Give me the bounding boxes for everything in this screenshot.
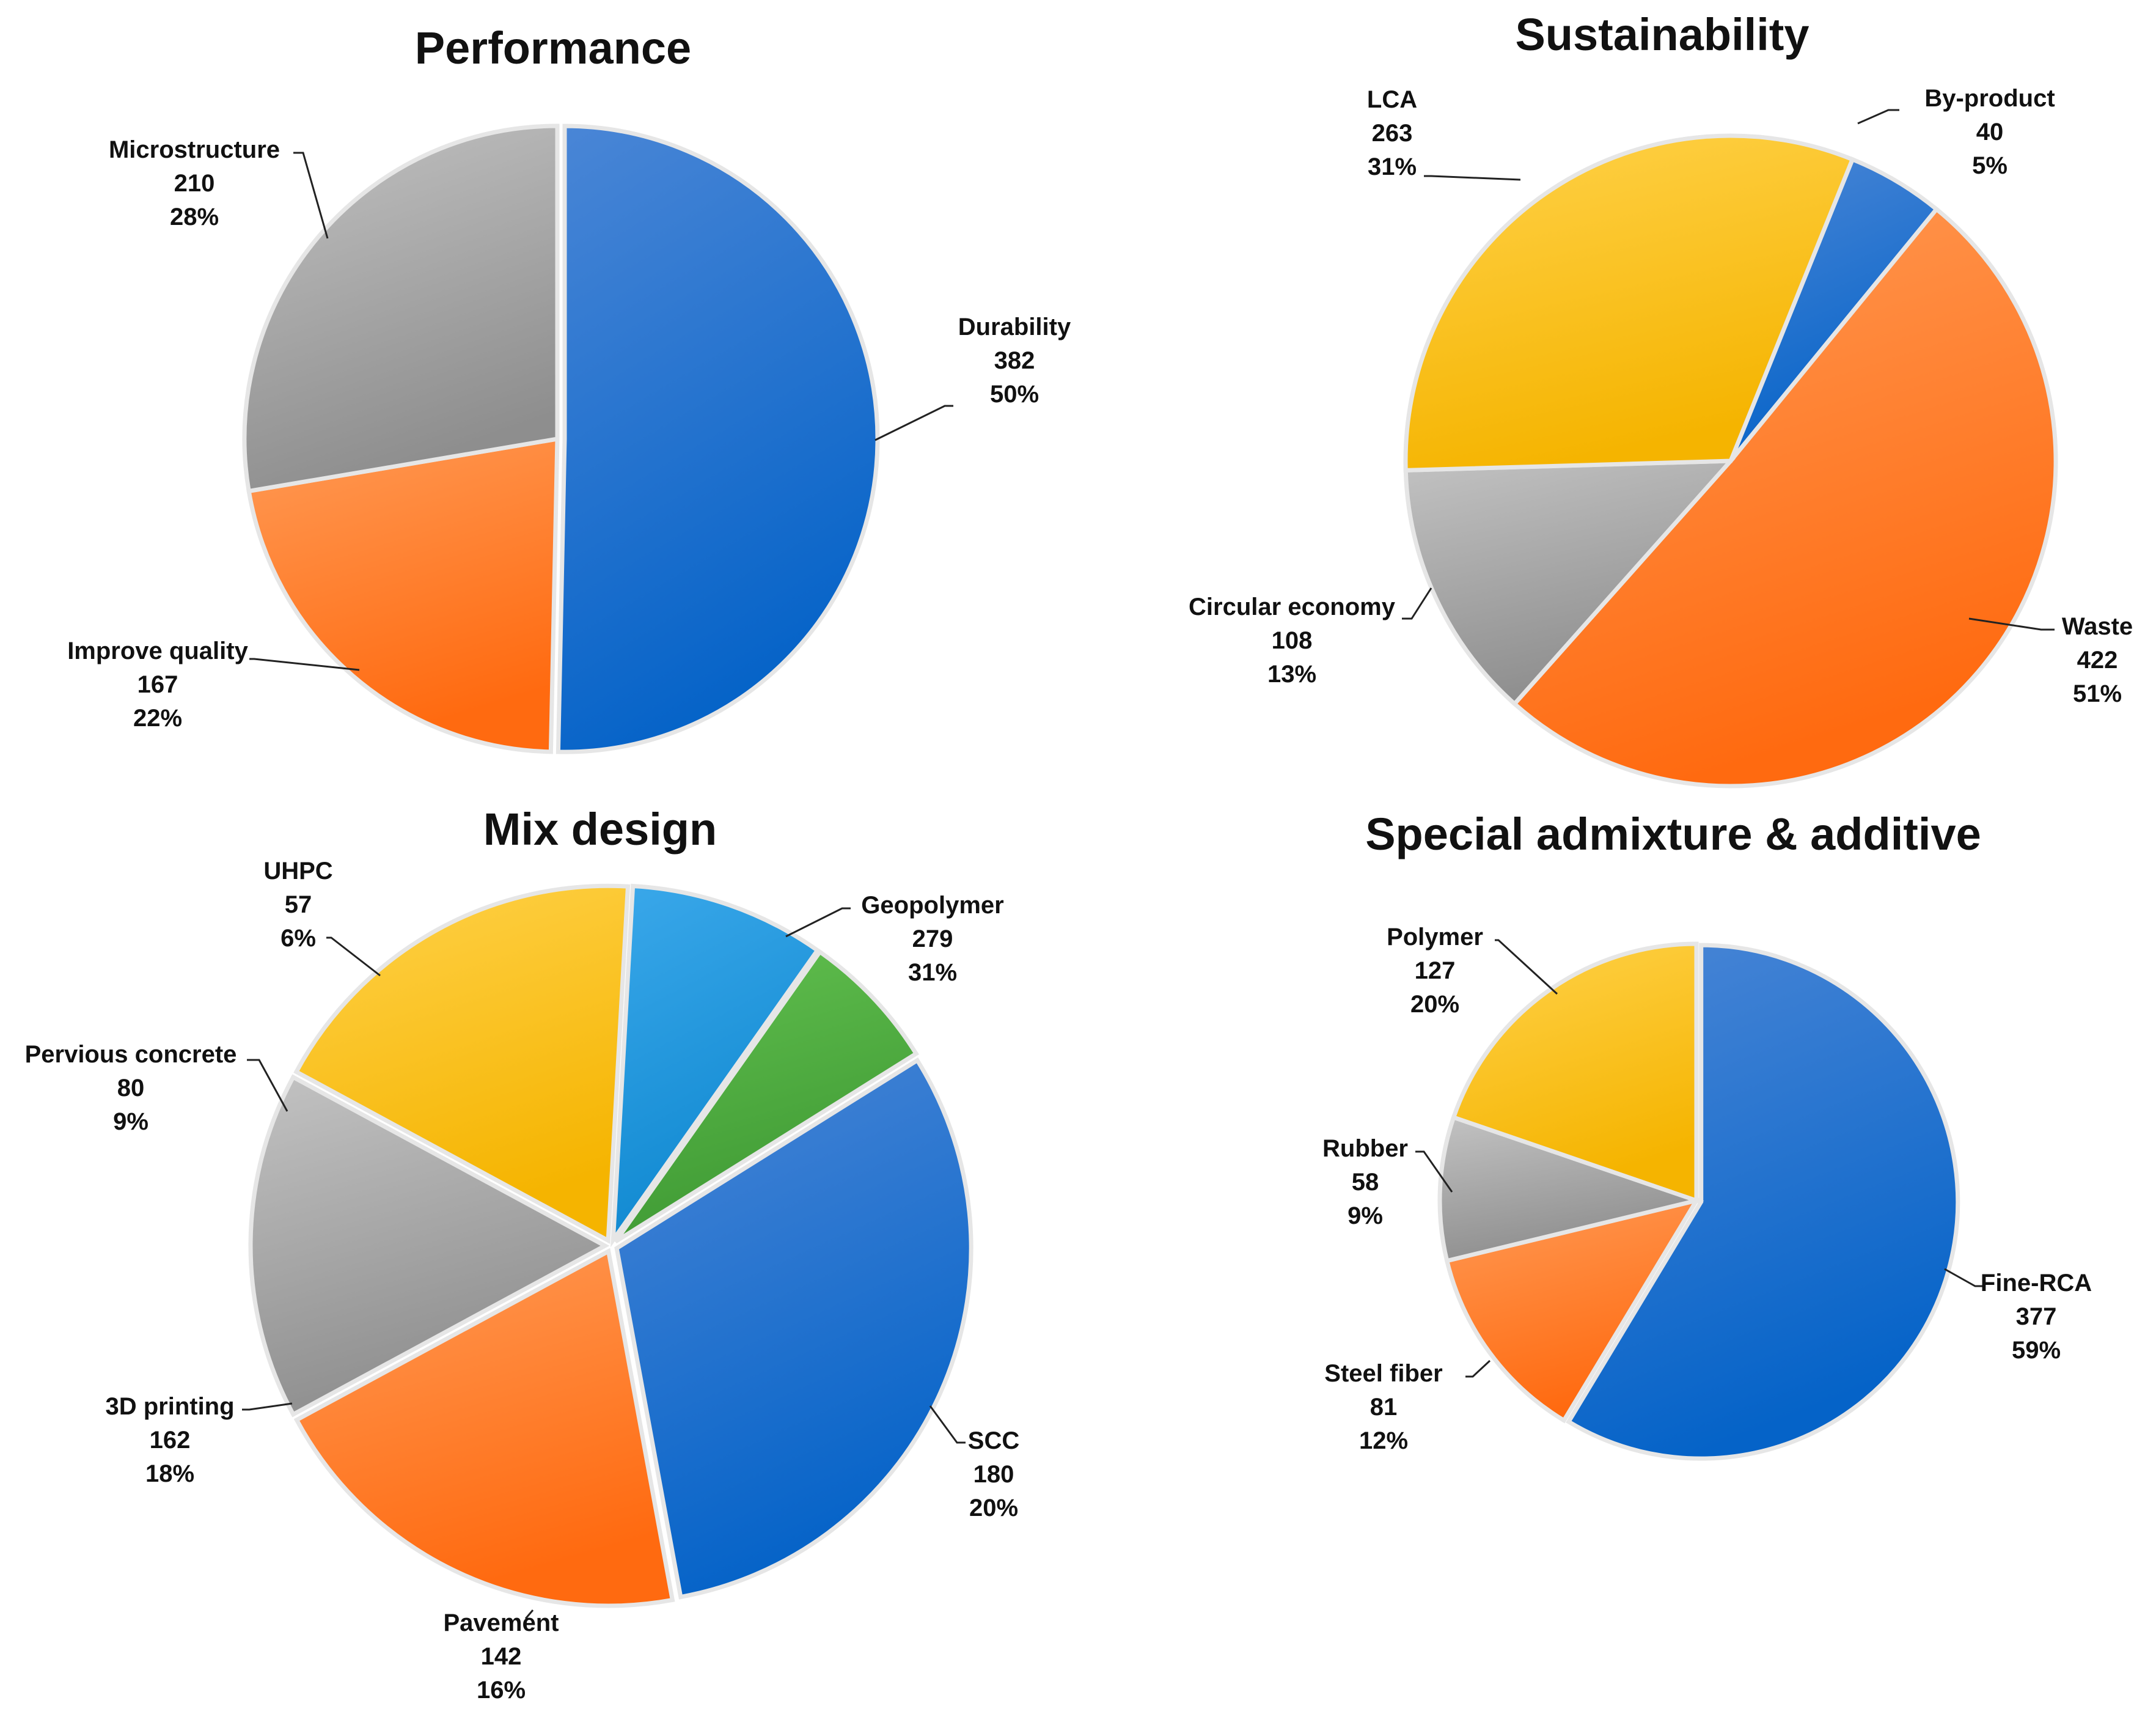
slice-percent-by-product: 5% bbox=[1972, 152, 2008, 179]
pie-slice-lca bbox=[1403, 133, 1855, 473]
pie-slice-microstructure bbox=[242, 123, 560, 494]
leader-line-improve-quality bbox=[249, 658, 360, 671]
slice-value-steel-fiber: 81 bbox=[1370, 1394, 1398, 1421]
slice-percent-lca: 31% bbox=[1368, 153, 1417, 180]
slice-percent-waste: 51% bbox=[2073, 680, 2122, 707]
slice-value-lca: 263 bbox=[1372, 120, 1413, 147]
slice-label-circular-economy: Circular economy bbox=[1189, 594, 1396, 620]
leader-line-3d-printing bbox=[242, 1402, 293, 1411]
slice-value-durability: 382 bbox=[994, 347, 1035, 374]
slice-value-waste: 422 bbox=[2077, 647, 2118, 674]
leader-line-scc bbox=[929, 1405, 966, 1444]
pie-slice-polymer bbox=[1451, 941, 1699, 1204]
slice-label-geopolymer: Geopolymer bbox=[861, 892, 1003, 919]
pie-slice-pervious-concrete bbox=[610, 883, 821, 1248]
chart-title-special-admixture: Special admixture & additive bbox=[1365, 809, 1981, 859]
leader-line-pavement bbox=[524, 1609, 534, 1619]
leader-line-circular-economy bbox=[1402, 587, 1432, 620]
slice-value-by-product: 40 bbox=[1976, 119, 2004, 145]
chart-title-sustainability: Sustainability bbox=[1515, 9, 1809, 60]
mix-design-slices bbox=[248, 883, 974, 1608]
slice-value-microstructure: 210 bbox=[174, 170, 215, 197]
leader-line-by-product bbox=[1857, 109, 1899, 125]
slice-label-improve-quality: Improve quality bbox=[67, 638, 248, 664]
slice-value-scc: 180 bbox=[974, 1461, 1014, 1488]
pie-slice-geopolymer bbox=[614, 1057, 974, 1600]
slice-label-microstructure: Microstructure bbox=[109, 136, 280, 163]
slice-value-pervious-concrete: 80 bbox=[117, 1075, 145, 1102]
slice-value-improve-quality: 167 bbox=[138, 671, 178, 698]
leader-line-steel-fiber bbox=[1465, 1359, 1491, 1378]
slice-percent-pavement: 16% bbox=[477, 1677, 526, 1704]
leader-line-waste bbox=[1968, 617, 2055, 631]
leader-line-lca bbox=[1424, 175, 1521, 181]
slice-label-lca: LCA bbox=[1367, 86, 1417, 113]
chart-performance: Performance Durability 382 50% Improve q… bbox=[67, 23, 1071, 754]
pie-slice-steel-fiber bbox=[1444, 1197, 1701, 1424]
pie-slice-uhpc bbox=[614, 949, 919, 1244]
slice-percent-improve-quality: 22% bbox=[133, 705, 182, 732]
sustainability-slices bbox=[1403, 133, 2058, 789]
slice-value-geopolymer: 279 bbox=[912, 925, 953, 952]
slice-label-rubber: Rubber bbox=[1322, 1135, 1408, 1162]
slice-value-circular-economy: 108 bbox=[1272, 627, 1313, 654]
slice-label-scc: SCC bbox=[968, 1427, 1019, 1454]
slice-value-uhpc: 57 bbox=[285, 891, 312, 918]
slice-percent-pervious-concrete: 9% bbox=[113, 1108, 148, 1135]
slice-value-pavement: 142 bbox=[481, 1643, 522, 1670]
performance-slices bbox=[242, 123, 880, 754]
slice-label-pavement: Pavement bbox=[444, 1609, 559, 1636]
chart-title-performance: Performance bbox=[415, 23, 691, 73]
slice-label-steel-fiber: Steel fiber bbox=[1324, 1360, 1442, 1387]
pie-slice-durability bbox=[556, 123, 880, 754]
slice-percent-geopolymer: 31% bbox=[908, 959, 957, 986]
slice-label-fine-rca: Fine-RCA bbox=[1981, 1270, 2092, 1297]
chart-sustainability: Sustainability By-product 40 5% Waste 42… bbox=[1189, 9, 2133, 789]
sustainability-labels: By-product 40 5% Waste 422 51% Circular … bbox=[1189, 85, 2133, 707]
leader-line-fine-rca bbox=[1944, 1268, 1985, 1287]
special-admixture-labels: Fine-RCA 377 59% Steel fiber 81 12% Rubb… bbox=[1322, 924, 2092, 1454]
pie-slice-rubber bbox=[1437, 1114, 1704, 1263]
slice-value-polymer: 127 bbox=[1415, 957, 1456, 984]
chart-mix-design: Mix design Geopolymer 279 31% SCC 180 20… bbox=[25, 804, 1020, 1704]
chart-title-mix-design: Mix design bbox=[483, 804, 717, 855]
slice-label-by-product: By-product bbox=[1924, 85, 2055, 112]
slice-percent-rubber: 9% bbox=[1348, 1202, 1383, 1229]
leader-line-microstructure bbox=[293, 152, 329, 239]
slice-label-waste: Waste bbox=[2062, 613, 2133, 640]
slice-label-pervious-concrete: Pervious concrete bbox=[25, 1041, 237, 1068]
slice-value-fine-rca: 377 bbox=[2016, 1303, 2057, 1330]
pie-slice-circular-economy bbox=[1403, 458, 1736, 707]
leader-line-durability bbox=[875, 405, 953, 441]
slice-percent-circular-economy: 13% bbox=[1267, 661, 1316, 688]
slice-label-durability: Durability bbox=[958, 314, 1071, 340]
slice-value-3d-printing: 162 bbox=[150, 1427, 191, 1454]
slice-percent-uhpc: 6% bbox=[280, 925, 316, 952]
slice-value-rubber: 58 bbox=[1352, 1169, 1379, 1196]
pie-slice-improve-quality bbox=[246, 436, 560, 754]
leader-line-uhpc bbox=[326, 936, 381, 977]
leader-line-geopolymer bbox=[785, 907, 851, 938]
slice-label-3d-printing: 3D printing bbox=[105, 1393, 234, 1420]
performance-labels: Durability 382 50% Improve quality 167 2… bbox=[67, 136, 1071, 732]
pie-slice-scc bbox=[293, 1248, 675, 1608]
slice-label-polymer: Polymer bbox=[1387, 924, 1483, 951]
pie-slice-waste bbox=[1511, 206, 2058, 789]
slice-percent-3d-printing: 18% bbox=[145, 1460, 194, 1487]
slice-label-uhpc: UHPC bbox=[263, 858, 332, 885]
slice-percent-microstructure: 28% bbox=[170, 204, 219, 230]
slice-percent-scc: 20% bbox=[969, 1495, 1018, 1521]
leader-line-rubber bbox=[1415, 1150, 1453, 1193]
leader-line-pervious-concrete bbox=[247, 1059, 288, 1112]
leader-line-polymer bbox=[1495, 939, 1558, 995]
chart-special-admixture: Special admixture & additive Fine-RCA 37… bbox=[1322, 809, 2092, 1461]
slice-percent-durability: 50% bbox=[990, 381, 1039, 408]
slice-percent-fine-rca: 59% bbox=[2012, 1337, 2061, 1364]
slice-percent-steel-fiber: 12% bbox=[1359, 1427, 1408, 1454]
special-admixture-slices bbox=[1437, 941, 1960, 1461]
mix-design-labels: Geopolymer 279 31% SCC 180 20% Pavement … bbox=[25, 858, 1020, 1704]
pie-slice-pavement bbox=[248, 1074, 610, 1418]
slice-percent-polymer: 20% bbox=[1410, 991, 1459, 1018]
